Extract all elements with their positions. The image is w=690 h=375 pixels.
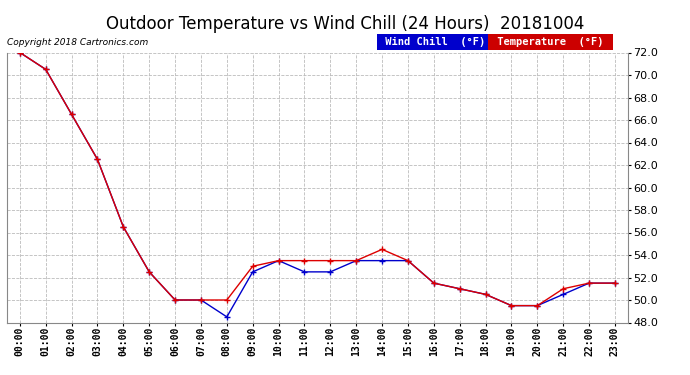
Text: Outdoor Temperature vs Wind Chill (24 Hours)  20181004: Outdoor Temperature vs Wind Chill (24 Ho… — [106, 15, 584, 33]
Text: Temperature  (°F): Temperature (°F) — [491, 37, 610, 47]
Text: Wind Chill  (°F): Wind Chill (°F) — [380, 37, 492, 47]
Text: Copyright 2018 Cartronics.com: Copyright 2018 Cartronics.com — [7, 38, 148, 47]
